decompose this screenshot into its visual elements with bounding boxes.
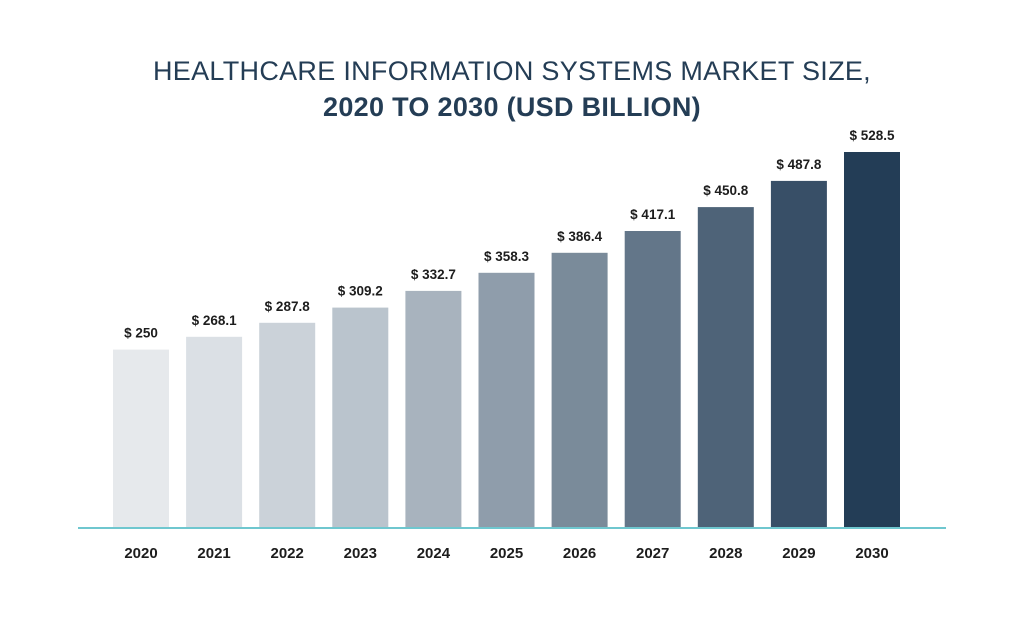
value-label-2024: $ 332.7 (411, 267, 456, 282)
bar-2021 (186, 336, 243, 527)
x-tick-label-2021: 2021 (197, 545, 230, 562)
x-tick-label-2020: 2020 (124, 545, 157, 562)
bar-2024 (405, 290, 462, 527)
x-tick-label-2025: 2025 (490, 545, 523, 562)
value-label-2027: $ 417.1 (630, 207, 676, 222)
value-label-2028: $ 450.8 (703, 183, 749, 198)
chart-subtitle: 2020 TO 2030 (USD BILLION) (323, 92, 701, 122)
x-tick-label-2026: 2026 (563, 545, 596, 562)
x-tick-label-2024: 2024 (417, 545, 451, 562)
bar-2020 (113, 349, 169, 527)
x-tick-label-2027: 2027 (636, 545, 669, 562)
x-tick-label-2029: 2029 (782, 545, 815, 562)
bar-2030 (844, 152, 900, 527)
value-label-2026: $ 386.4 (557, 229, 603, 244)
value-label-2023: $ 309.2 (338, 284, 383, 299)
x-tick-label-2022: 2022 (271, 545, 304, 562)
bar-2023 (332, 307, 389, 527)
value-label-2020: $ 250 (124, 326, 158, 341)
value-label-2030: $ 528.5 (849, 128, 895, 143)
bar-2028 (697, 207, 754, 527)
value-label-2022: $ 287.8 (265, 299, 311, 314)
bar-2025 (478, 272, 535, 527)
bar-2026 (551, 252, 608, 528)
x-tick-label-2023: 2023 (344, 545, 377, 562)
bar-2029 (770, 180, 827, 527)
value-label-2025: $ 358.3 (484, 249, 530, 264)
bar-2027 (624, 231, 681, 527)
value-label-2029: $ 487.8 (776, 157, 822, 172)
value-label-2021: $ 268.1 (192, 313, 238, 328)
x-tick-label-2030: 2030 (855, 545, 888, 562)
chart-title: HEALTHCARE INFORMATION SYSTEMS MARKET SI… (153, 56, 871, 86)
bar-2022 (259, 322, 316, 527)
x-tick-label-2028: 2028 (709, 545, 742, 562)
